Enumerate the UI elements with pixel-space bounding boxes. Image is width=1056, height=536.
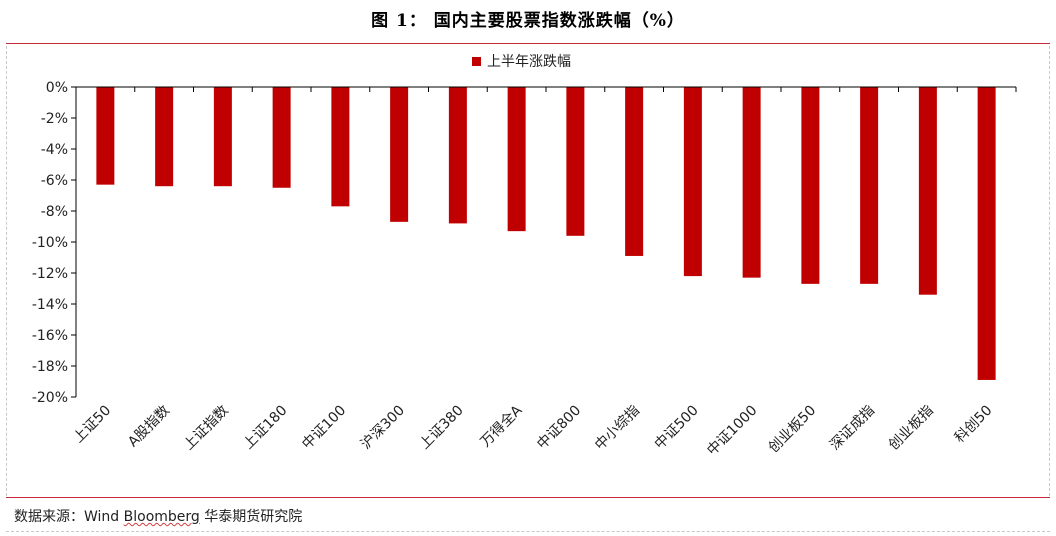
source-note: 数据来源：Wind Bloomberg 华泰期货研究院 (14, 506, 302, 526)
x-tick-label: 科创50 (952, 403, 996, 447)
bar (507, 87, 526, 232)
bar (331, 87, 350, 207)
y-tick-label: -6% (41, 173, 68, 189)
bar (860, 87, 879, 284)
x-tick-label: A股指数 (125, 403, 173, 451)
frame-left-border (6, 46, 7, 496)
x-tick-label: 创业板50 (766, 403, 820, 457)
bar (683, 87, 702, 277)
source-prefix: 数据来源：Wind (14, 509, 124, 525)
source-suffix: 华泰期货研究院 (199, 509, 303, 525)
figure-title: 图 1： 国内主要股票指数涨跌幅（%） (371, 11, 685, 31)
bar (155, 87, 174, 187)
bar (566, 87, 585, 236)
x-tick-label: 沪深300 (358, 403, 408, 453)
y-tick-label: -20% (32, 390, 68, 406)
bar (96, 87, 115, 185)
x-tick-label: 创业板指 (886, 403, 937, 454)
x-tick-label: 上证指数 (181, 403, 232, 454)
x-tick-label: 中证500 (652, 403, 702, 453)
x-tick-label: 中证100 (299, 403, 349, 453)
x-tick-label: 深证成指 (827, 403, 878, 454)
bar-chart: 上半年涨跌幅 0% -2% -4% -6% -8% -10% -12% -14% -16% -18%… (32, 54, 1017, 459)
bar (742, 87, 761, 278)
y-tick-label: 0% (46, 80, 68, 96)
bar (390, 87, 409, 222)
legend-swatch (472, 57, 481, 66)
y-tick-label: -18% (32, 359, 68, 375)
legend-label: 上半年涨跌幅 (487, 54, 571, 70)
x-tick-label: 中证800 (534, 403, 584, 453)
y-tick-label: -10% (32, 235, 68, 251)
x-tick-label: 万得全A (477, 402, 526, 451)
bar (801, 87, 820, 284)
bar (625, 87, 644, 256)
x-tick-label: 中小综指 (592, 403, 643, 454)
x-tick-label: 上证180 (240, 403, 290, 453)
x-tick-label: 上证50 (70, 403, 114, 447)
bar (918, 87, 937, 295)
bar (272, 87, 291, 188)
frame-bottom-border (6, 531, 1050, 532)
y-tick-label: -14% (32, 297, 68, 313)
y-tick-label: -4% (41, 142, 68, 158)
y-tick-label: -12% (32, 266, 68, 282)
x-tick-label: 中证1000 (704, 403, 760, 459)
bar (448, 87, 467, 224)
source-bloomberg: Bloomberg (123, 509, 200, 525)
bar (977, 87, 996, 380)
bar (213, 87, 232, 187)
y-tick-label: -8% (41, 204, 68, 220)
source-rule (6, 497, 1050, 498)
y-tick-label: -16% (32, 328, 68, 344)
title-rule (6, 43, 1050, 44)
y-tick-label: -2% (41, 111, 68, 127)
frame-right-border (1049, 46, 1050, 496)
x-tick-label: 上证380 (417, 403, 467, 453)
